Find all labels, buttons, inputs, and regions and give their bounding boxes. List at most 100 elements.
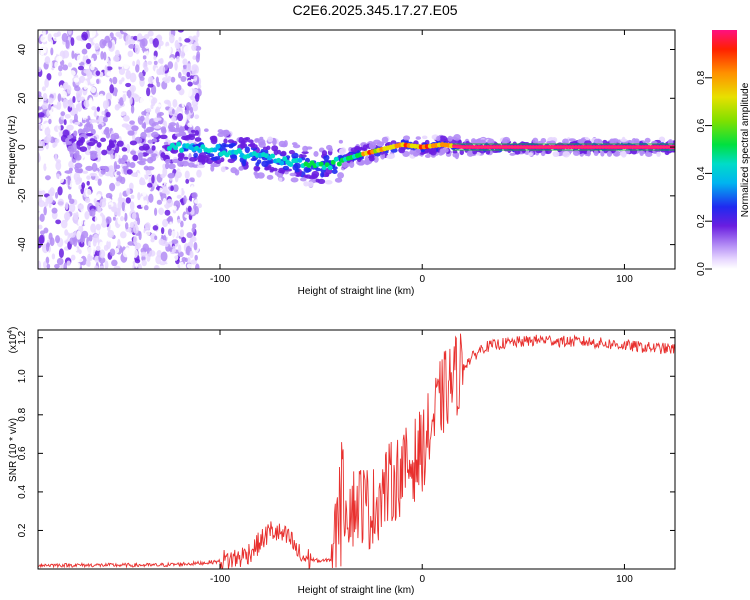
spectrogram-band-cell: [126, 161, 131, 168]
spectrogram-band-cell: [266, 174, 274, 180]
spectrogram-noise-cell: [87, 84, 91, 92]
y-tick-label: 0: [17, 144, 28, 150]
spectrogram-noise-cell: [85, 42, 92, 50]
spectrogram-noise-cell: [67, 175, 71, 186]
spectrogram-band-cell: [181, 135, 189, 141]
spectrogram-noise-cell: [110, 153, 114, 160]
spectrogram-ridge-cell: [212, 147, 218, 153]
spectrogram-ridge-cell: [336, 161, 342, 167]
spectrogram-noise-cell: [57, 198, 65, 207]
spectrogram-noise-cell: [150, 98, 156, 107]
spectrogram-band-cell: [278, 177, 283, 182]
chart-title: C2E6.2025.345.17.27.E05: [292, 2, 458, 18]
spectrogram-noise-cell: [48, 97, 54, 104]
spectrogram-noise-cell: [139, 180, 146, 186]
spectrogram-band-cell: [93, 119, 101, 123]
spectrogram-noise-cell: [141, 38, 148, 47]
snr-panel: -100 0 100 0.2 0.4 0.6 0.8 1.0 1.2 Height of st…: [7, 327, 676, 596]
spectrogram-noise-cell: [147, 60, 153, 65]
x-tick-label: -100: [210, 274, 230, 285]
spectrogram-noise-cell: [103, 51, 107, 61]
spectrogram-noise-cell: [160, 184, 168, 194]
spectrogram-band-cell: [108, 140, 115, 148]
spectrogram-ridge-cell: [166, 145, 172, 151]
spectrogram-band-cell: [116, 171, 121, 176]
spectrogram-noise-cell: [153, 55, 157, 61]
spectrogram-noise-cell: [101, 110, 105, 115]
spectrogram-noise-cell: [48, 177, 55, 187]
spectrogram-band-cell: [177, 152, 185, 159]
spectrogram-band-cell: [130, 150, 136, 155]
spectrogram-noise-cell: [129, 201, 135, 211]
spectrogram-band-cell: [315, 178, 321, 183]
spectrogram-noise-cell: [71, 50, 75, 60]
spectrogram-band-cell: [139, 115, 145, 122]
spectrogram-band-cell: [338, 139, 343, 144]
spectrogram-noise-cell: [130, 104, 135, 114]
spectrogram-noise-cell: [52, 142, 56, 148]
spectrogram-noise-cell: [143, 200, 148, 206]
spectrogram-band-cell: [138, 145, 146, 151]
spectrogram-noise-cell: [57, 124, 61, 133]
spectrogram-noise-cell: [96, 245, 101, 252]
spectrogram-noise-cell: [159, 187, 163, 193]
spectrogram-band-cell: [85, 122, 91, 128]
spectrogram-band-cell: [92, 152, 98, 159]
y-tick-label: 40: [17, 44, 28, 56]
spectrogram-noise-cell: [45, 163, 53, 169]
spectrogram-noise-cell: [183, 45, 190, 55]
spectrogram-noise-cell: [55, 161, 62, 171]
spectrogram-noise-cell: [125, 70, 131, 80]
spectrogram-noise-cell: [68, 98, 73, 108]
spectrogram-ridge-cell: [318, 161, 324, 167]
spectrogram-band-cell: [282, 165, 290, 171]
spectrogram-noise-cell: [38, 118, 41, 124]
spectrogram-noise-cell: [117, 238, 121, 249]
spectrogram-ridge-cell: [282, 156, 288, 162]
spectrogram-band-cell: [586, 150, 591, 157]
spectrogram-frame: [37, 29, 676, 270]
spectrogram-band-cell: [153, 121, 160, 126]
spectrogram-band-cell: [454, 152, 459, 160]
spectrogram-noise-cell: [124, 212, 128, 222]
spectrogram-noise-cell: [176, 194, 182, 199]
spectrogram-band-cell: [313, 151, 319, 157]
spectrogram-noise-cell: [122, 30, 130, 33]
spectrogram-band-cell: [193, 152, 199, 158]
spectrogram-noise-cell: [155, 76, 159, 84]
spectrogram-noise-cell: [176, 55, 180, 63]
spectrogram-noise-cell: [46, 195, 54, 204]
spectrogram-band-cell: [321, 150, 328, 157]
spectrogram-noise-cell: [81, 48, 88, 55]
spectrogram-band-cell: [664, 150, 670, 156]
spectrogram-noise-cell: [125, 82, 132, 88]
spectrogram-noise-cell: [46, 73, 52, 81]
spectrogram-noise-cell: [111, 111, 115, 122]
spectrogram-band-cell: [368, 142, 377, 150]
spectrogram-noise-cell: [43, 136, 50, 144]
spectrogram-noise-cell: [177, 244, 182, 253]
spectrogram-noise-cell: [160, 227, 165, 235]
spectrogram-noise-cell: [38, 106, 42, 111]
spectrogram-band-cell: [73, 152, 79, 160]
spectrogram-noise-cell: [99, 249, 106, 259]
spectrogram-band-cell: [177, 160, 183, 167]
spectrogram-noise-cell: [52, 243, 59, 251]
spectrogram-noise-cell: [69, 236, 76, 245]
spectrogram-band-cell: [152, 138, 158, 143]
spectrogram-noise-cell: [97, 178, 102, 186]
spectrogram-noise-cell: [105, 216, 112, 224]
spectrogram-band-cell: [74, 168, 83, 174]
spectrogram-noise-cell: [109, 84, 114, 94]
spectrogram-band-cell: [244, 146, 250, 154]
spectrogram-noise-cell: [42, 102, 48, 110]
spectrogram-band-cell: [521, 148, 526, 153]
spectrogram-noise-cell: [163, 120, 168, 129]
spectrogram-ridge-cell: [270, 153, 276, 159]
spectrogram-x-ticks: -100 0 100: [210, 30, 633, 285]
spectrogram-y-axis-label: Frequency (Hz): [7, 116, 18, 185]
spectrogram-noise-cell: [126, 89, 133, 99]
spectrogram-noise-cell: [46, 110, 50, 117]
spectrogram-noise-cell: [69, 119, 73, 124]
spectrogram-noise-cell: [144, 222, 151, 230]
